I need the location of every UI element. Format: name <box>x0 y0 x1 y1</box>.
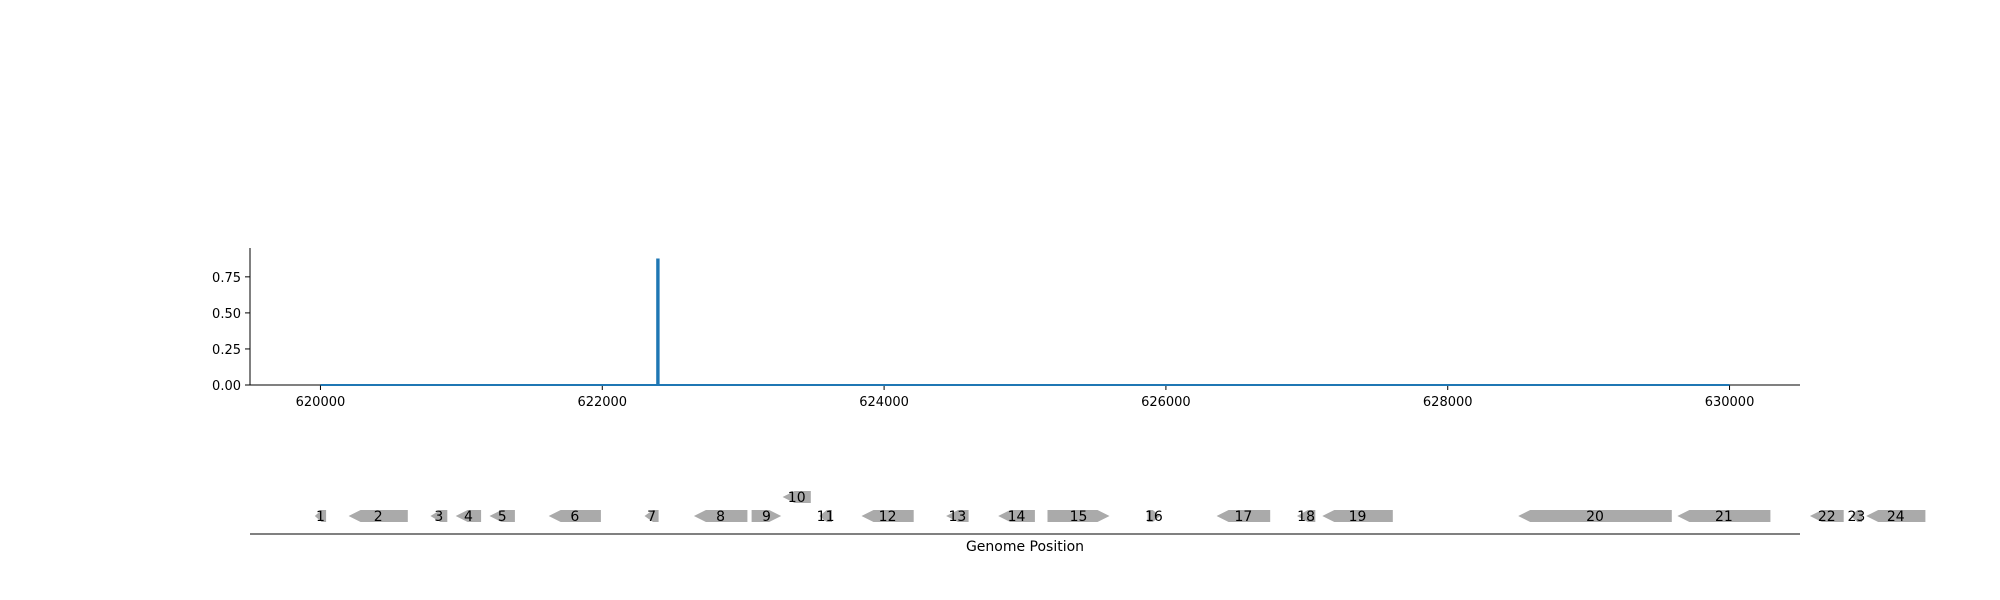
gene-label: 8 <box>716 509 725 525</box>
gene-label: 23 <box>1847 509 1865 525</box>
gene-arrow <box>548 510 601 522</box>
gene-label: 18 <box>1297 509 1315 525</box>
gene-label: 3 <box>434 509 443 525</box>
gene-label: 9 <box>762 509 771 525</box>
gene-label: 5 <box>498 509 507 525</box>
gene-label: 19 <box>1349 509 1367 525</box>
gene-arrow <box>314 510 327 522</box>
gene-label: 24 <box>1887 509 1905 525</box>
coverage-line <box>320 258 1730 386</box>
gene-label: 20 <box>1586 509 1604 525</box>
gene-label: 15 <box>1070 509 1088 525</box>
gene-arrow <box>1850 510 1862 522</box>
gene-label: 12 <box>879 509 897 525</box>
gene-arrow <box>1216 510 1271 522</box>
gene-arrow <box>1677 510 1771 522</box>
gene-label: 4 <box>464 509 473 525</box>
gene-arrow <box>1297 510 1316 522</box>
y-tick-label: 0.50 <box>212 307 241 322</box>
gene-arrow <box>782 491 811 503</box>
gene-label: 13 <box>948 509 966 525</box>
gene-arrow <box>693 510 748 522</box>
gene-arrow <box>348 510 408 522</box>
gene-label: 2 <box>374 509 383 525</box>
gene-label: 16 <box>1145 509 1163 525</box>
gene-arrow <box>1047 510 1110 522</box>
gene-label: 10 <box>788 490 806 506</box>
gene-arrow <box>751 510 782 522</box>
x-tick-label: 626000 <box>1141 395 1191 410</box>
x-tick-label: 620000 <box>296 395 346 410</box>
x-tick-label: 622000 <box>577 395 627 410</box>
gene-label: 22 <box>1818 509 1836 525</box>
gene-label: 11 <box>817 509 835 525</box>
gene-label: 6 <box>570 509 579 525</box>
gene-label: 17 <box>1234 509 1252 525</box>
gene-arrow <box>1809 510 1844 522</box>
gene-arrow <box>819 510 832 522</box>
x-tick-label: 630000 <box>1705 395 1755 410</box>
gene-label: 14 <box>1008 509 1026 525</box>
gene-arrow <box>1518 510 1672 522</box>
gene-arrow <box>1322 510 1393 522</box>
gene-arrow <box>489 510 515 522</box>
gene-arrow <box>455 510 482 522</box>
gene-arrow <box>998 510 1035 522</box>
x-tick-label: 624000 <box>859 395 909 410</box>
y-tick-label: 0.00 <box>212 379 241 394</box>
gene-label: 7 <box>647 509 656 525</box>
gene-arrow <box>946 510 969 522</box>
gene-arrow <box>1866 510 1926 522</box>
track-axis-label: Genome Position <box>966 539 1084 555</box>
gene-arrow <box>1147 510 1161 522</box>
y-tick-label: 0.25 <box>212 343 241 358</box>
y-tick-label: 0.75 <box>212 271 241 286</box>
gene-label: 1 <box>316 509 325 525</box>
gene-arrow <box>430 510 448 522</box>
gene-arrow <box>644 510 659 522</box>
gene-label: 21 <box>1715 509 1733 525</box>
gene-arrow <box>861 510 914 522</box>
coverage-plot: 620000 622000 624000 626000 628000 630000 0.00… <box>212 248 1800 410</box>
x-tick-label: 628000 <box>1423 395 1473 410</box>
